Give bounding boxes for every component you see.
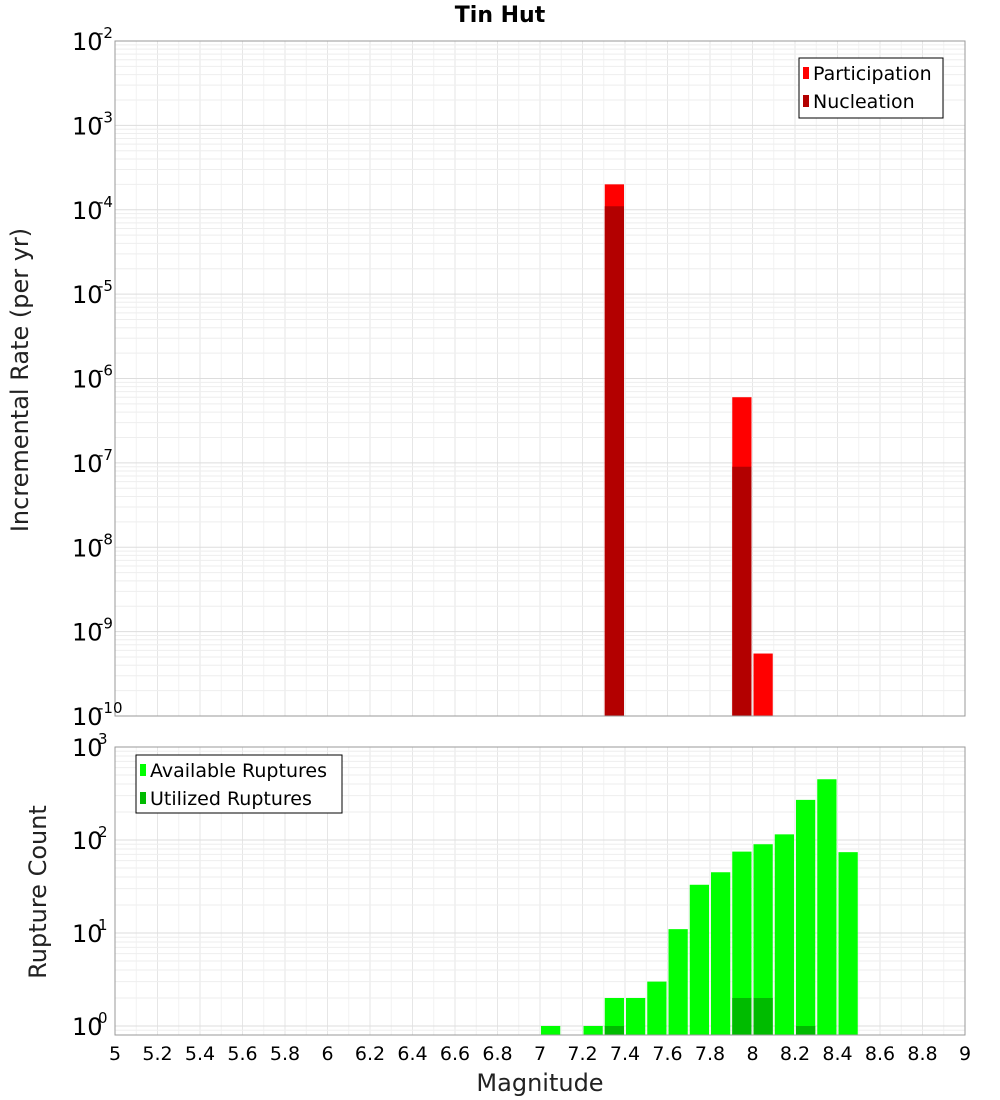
bar-available-ruptures <box>817 779 837 1035</box>
x-tick-label: 6.8 <box>482 1043 512 1065</box>
x-tick-label: 8 <box>746 1043 758 1065</box>
top-legend-box <box>798 57 944 119</box>
bar-available-ruptures <box>732 851 752 1035</box>
bottom-plot-border <box>114 746 966 1036</box>
bar-utilized-ruptures <box>796 1025 816 1035</box>
top-y-tick-label: 10 <box>72 197 103 225</box>
x-tick-label: 7.4 <box>610 1043 640 1065</box>
bar-available-ruptures <box>626 997 646 1035</box>
top-y-tick-exponent: -10 <box>98 699 123 717</box>
bar-available-ruptures <box>796 799 816 1035</box>
legend-swatch-utilized <box>140 792 146 804</box>
bottom-y-tick-exponent: 0 <box>98 1009 108 1027</box>
bottom-y-tick-label: 10 <box>72 1013 103 1041</box>
x-tick-label: 6.6 <box>440 1043 470 1065</box>
bar-available-ruptures <box>647 981 667 1035</box>
top-y-axis-label: Incremental Rate (per yr) <box>6 228 34 532</box>
bar-available-ruptures <box>541 1025 561 1035</box>
top-y-tick-exponent: -8 <box>98 530 113 548</box>
bar-nucleation <box>732 466 752 716</box>
legend-label-available: Available Ruptures <box>150 760 327 782</box>
x-tick-label: 5 <box>109 1043 121 1065</box>
bar-available-ruptures <box>838 852 858 1035</box>
top-y-tick-label: 10 <box>72 703 103 731</box>
x-tick-label: 5.6 <box>227 1043 257 1065</box>
top-y-tick-exponent: -7 <box>98 446 113 464</box>
top-gridlines <box>114 41 966 717</box>
x-tick-label: 5.2 <box>142 1043 172 1065</box>
bar-available-ruptures <box>583 1025 603 1035</box>
bar-available-ruptures <box>668 929 688 1035</box>
x-tick-label: 7.8 <box>695 1043 725 1065</box>
x-tick-label: 6.2 <box>355 1043 385 1065</box>
top-y-tick-exponent: -5 <box>98 277 113 295</box>
top-plot-border <box>114 40 966 717</box>
bottom-y-tick-exponent: 1 <box>98 916 108 934</box>
top-panel: 10-210-310-410-510-610-710-810-910-10 In… <box>6 24 966 731</box>
bar-available-ruptures <box>604 997 624 1035</box>
top-y-tick-label: 10 <box>72 281 103 309</box>
bar-available-ruptures <box>753 844 773 1035</box>
bar-participation <box>753 653 773 716</box>
bar-nucleation <box>604 206 624 716</box>
bar-available-ruptures <box>774 834 794 1035</box>
bar-available-ruptures <box>711 872 731 1035</box>
top-y-tick-label: 10 <box>72 619 103 647</box>
bottom-y-tick-label: 10 <box>72 920 103 948</box>
top-bars <box>604 184 773 717</box>
x-tick-label: 8.8 <box>907 1043 937 1065</box>
chart-title: Tin Hut <box>455 3 546 28</box>
legend-label-participation: Participation <box>813 63 932 85</box>
bar-utilized-ruptures <box>604 1025 624 1035</box>
top-y-tick-label: 10 <box>72 534 103 562</box>
bar-utilized-ruptures <box>753 997 773 1035</box>
top-y-tick-exponent: -6 <box>98 362 113 380</box>
top-y-ticks: 10-210-310-410-510-610-710-810-910-10 <box>72 24 123 731</box>
top-legend: Participation Nucleation <box>798 57 944 119</box>
top-y-tick-label: 10 <box>72 28 103 56</box>
x-tick-label: 5.4 <box>185 1043 215 1065</box>
bottom-y-tick-label: 10 <box>72 827 103 855</box>
bottom-y-axis-label: Rupture Count <box>24 805 52 979</box>
top-y-tick-label: 10 <box>72 366 103 394</box>
x-tick-label: 8.2 <box>780 1043 810 1065</box>
x-axis-label: Magnitude <box>476 1069 603 1097</box>
top-y-tick-exponent: -2 <box>98 24 113 42</box>
x-tick-label: 6.4 <box>397 1043 427 1065</box>
bottom-legend-box <box>135 754 343 814</box>
bottom-y-tick-exponent: 2 <box>98 823 108 841</box>
top-y-tick-exponent: -4 <box>98 193 113 211</box>
x-tick-label: 9 <box>959 1043 971 1065</box>
bottom-legend: Available Ruptures Utilized Ruptures <box>135 754 343 814</box>
x-tick-label: 7.6 <box>652 1043 682 1065</box>
bottom-y-tick-label: 10 <box>72 734 103 762</box>
legend-swatch-nucleation <box>803 95 809 107</box>
legend-swatch-participation <box>803 67 809 79</box>
x-tick-labels: 5 5.2 5.4 5.6 5.8 6 6.2 6.4 6.6 6.8 7 7.2 7.4 7.6 7.8 8… <box>109 1043 971 1065</box>
bar-available-ruptures <box>689 884 709 1035</box>
bottom-bars <box>541 779 858 1035</box>
x-tick-label: 7.2 <box>567 1043 597 1065</box>
x-tick-label: 8.4 <box>822 1043 852 1065</box>
top-y-tick-exponent: -9 <box>98 615 113 633</box>
legend-label-utilized: Utilized Ruptures <box>150 788 312 810</box>
x-tick-label: 7 <box>534 1043 546 1065</box>
x-tick-label: 6 <box>321 1043 333 1065</box>
top-y-tick-exponent: -3 <box>98 108 113 126</box>
x-tick-label: 5.8 <box>270 1043 300 1065</box>
legend-swatch-available <box>140 764 146 776</box>
x-tick-label: 8.6 <box>865 1043 895 1065</box>
legend-label-nucleation: Nucleation <box>813 91 915 113</box>
bottom-y-tick-exponent: 3 <box>98 730 108 748</box>
top-y-tick-label: 10 <box>72 450 103 478</box>
bar-utilized-ruptures <box>732 997 752 1035</box>
top-y-tick-label: 10 <box>72 112 103 140</box>
